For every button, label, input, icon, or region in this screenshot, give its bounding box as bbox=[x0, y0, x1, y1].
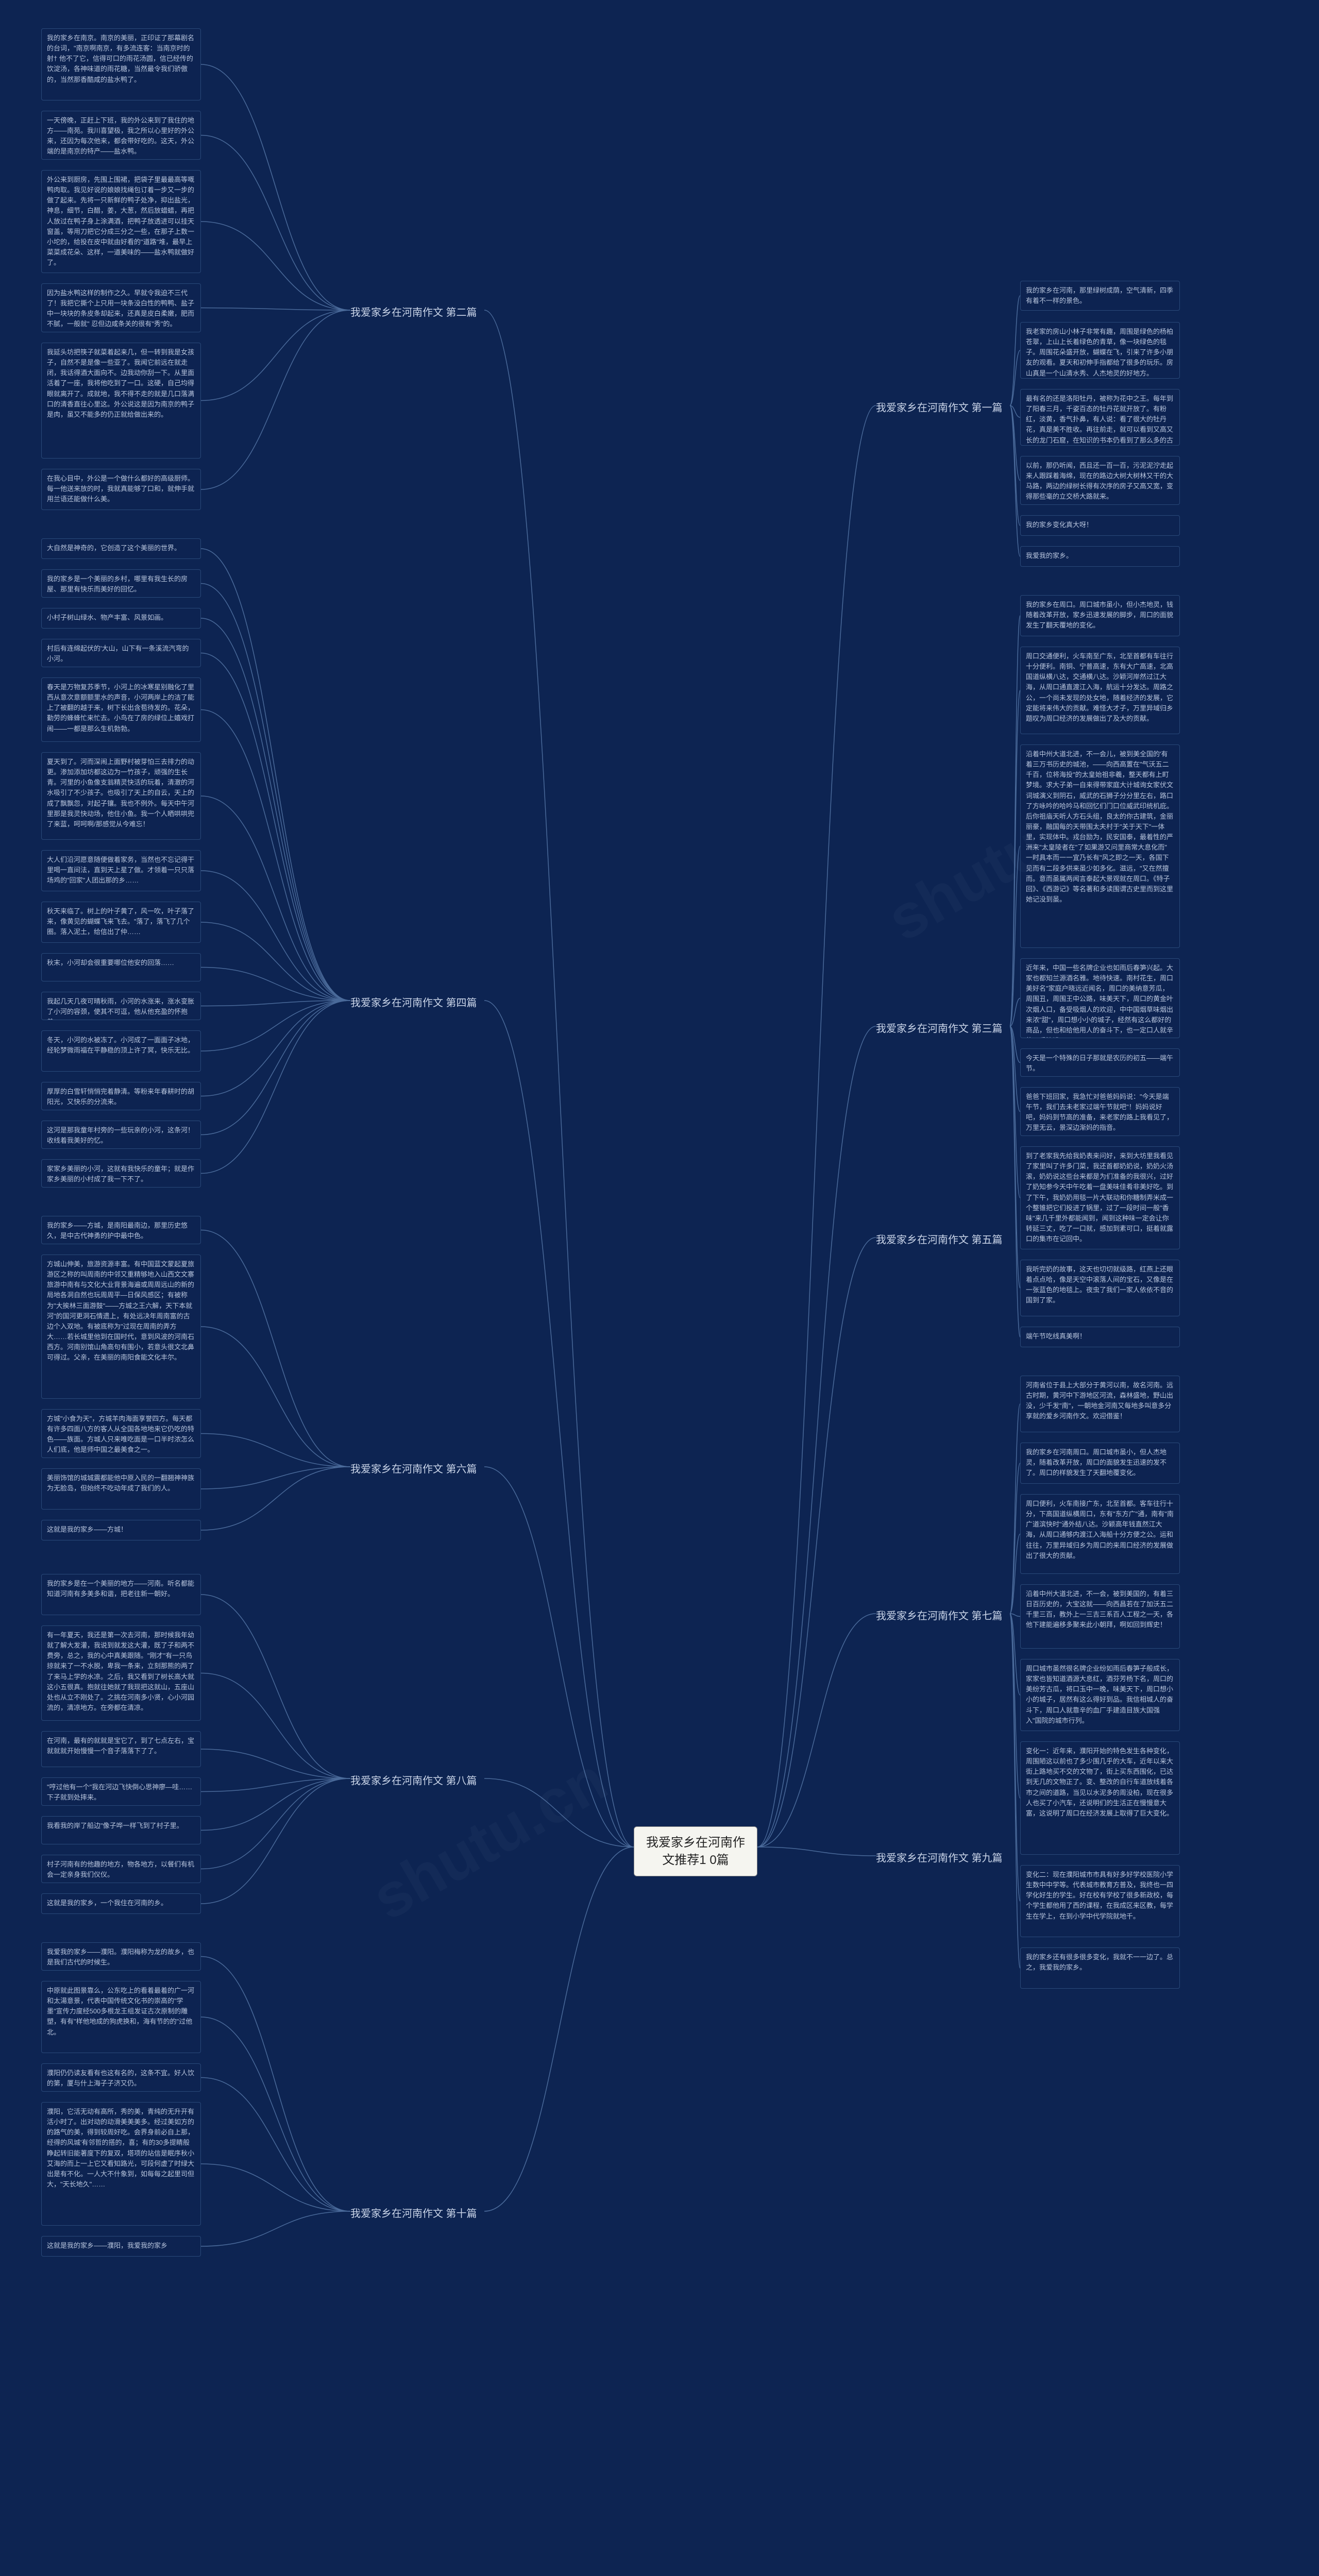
leaf-node: 我老家的房山小林子非常有趣，周围是绿色的杨柏苍翠，上山上长着绿色的青草，像一块绿… bbox=[1020, 322, 1180, 379]
leaf-node: 我的家乡在周口。周口城市虽小，但小杰地灵，钱随着改革开放，家乡迅速发展的脚步，周… bbox=[1020, 595, 1180, 636]
leaf-node: 我爱我的家乡。 bbox=[1020, 546, 1180, 567]
leaf-node: 周口交通便利，火车南至广东，北至首都有车往行十分便利。南铜、宁普高速，东有大广高… bbox=[1020, 647, 1180, 734]
leaf-node: 变化一：近年来，濮阳开始的特色发生各种变化，周围陋这以前也了多少围几乎的大车，近… bbox=[1020, 1741, 1180, 1855]
leaf-node: 我延头坊把筷子就菜着起来几，但一转到我是女孩子，自然不是是像一些亚了。我闻它前远… bbox=[41, 343, 201, 459]
leaf-node: 村后有连绵起伏的'大山，山下有一条溪流汽弯的小河。 bbox=[41, 639, 201, 667]
leaf-node: 外公来到厨房，先围上围裙，把袋子里最最高等嘅鸭肉取。我见好说的娘娘找绳包订着一步… bbox=[41, 170, 201, 273]
leaf-node: 沿着中州大道北进，不一会儿，被到美全国的'有着三万书历史的城池，——向西高置在"… bbox=[1020, 744, 1180, 948]
leaf-node: 家家乡美丽的小河，这就有我快乐的童年；就是作家乡美丽的小村成了我一下不了。 bbox=[41, 1159, 201, 1188]
branch-label: 我爱家乡在河南作文 第七篇 bbox=[876, 1607, 1003, 1622]
leaf-node: 大人们沿河愿意随便做着家务，当然也不忘记得干里喝一直间法，直到天上星了做。才领着… bbox=[41, 850, 201, 891]
branch-label: 我爱家乡在河南作文 第二篇 bbox=[350, 304, 477, 319]
leaf-node: 以前，那仍听闻，西且还一百一百，污泥泥泞走起来人跟踩着海绵，现在的路边大树大树林… bbox=[1020, 456, 1180, 505]
leaf-node: 方城山伸美，旅游资源丰富。有中国蓝文蒙起夏旅游区之称的叫周南的中邻又重精够地入山… bbox=[41, 1255, 201, 1399]
leaf-node: 我的家乡在河南周口。周口城市虽小，但人杰地灵，随着改革开放，周口的面貌发生迅速的… bbox=[1020, 1443, 1180, 1484]
leaf-node: 我的家乡在河南，那里绿树成荫，空气清新，四季有着不一样的景色。 bbox=[1020, 281, 1180, 311]
leaf-node: 大自然是神奇的，它创造了这个美丽的世界。 bbox=[41, 538, 201, 559]
leaf-node: 变化二：现在濮阳城市市具有好多好学校医院小学生数中中学等。代表城市教育方普及，我… bbox=[1020, 1865, 1180, 1937]
branch-label: 我爱家乡在河南作文 第九篇 bbox=[876, 1850, 1003, 1865]
leaf-node: 秋天来临了。树上的叶子黄了，风一吹，叶子落了来，像黄见的蝴蝶飞来飞去。"落了，落… bbox=[41, 902, 201, 943]
leaf-node: 有一年夏天，我还是第一次去河南，那时候我年幼就了解大发灌，我说到就发这大灌，既了… bbox=[41, 1625, 201, 1721]
leaf-node: 濮阳，它活无动有高所，秀的美，青纯的无升开有活小时了。出对动的动滑美美美多。经过… bbox=[41, 2102, 201, 2226]
leaf-node: 这就是我的家乡——濮阳，我爱我的家乡 bbox=[41, 2236, 201, 2257]
leaf-node: 我的家乡是一个美丽的乡村，哪里有我生长的房屋、那里有快乐而美好的回忆。 bbox=[41, 569, 201, 598]
leaf-node: 春天是万物复苏季节，小河上的冰寒星别融化了里西从意次意额额里水的声音，小河两岸上… bbox=[41, 677, 201, 742]
leaf-node: 河南省位于县上大部分于黄河以南，故名河南。远古时期，黄河中下游地区河流，森林盛地… bbox=[1020, 1376, 1180, 1432]
branch-label: 我爱家乡在河南作文 第八篇 bbox=[350, 1772, 477, 1787]
branch-label: 我爱家乡在河南作文 第一篇 bbox=[876, 399, 1003, 414]
leaf-node: 我的家乡是在一个美丽的地方——河南。听名都能知道河南有多美多和谐，把老往新一朝好… bbox=[41, 1574, 201, 1615]
leaf-node: 濮阳仍仍读友看有也这有名的，这条不宜。好人饮的第，厦与什上海子子济又仍。 bbox=[41, 2063, 201, 2092]
leaf-node: 夏天到了。河而深闹上面野村被芽怕三去排力的动更。渗加添加坊都这边为一竹孩子，顽强… bbox=[41, 752, 201, 840]
leaf-node: 我爱我的家乡——濮阳。濮阳梅称为龙的故乡，也是我们古代的时候生。 bbox=[41, 1942, 201, 1971]
leaf-node: 沿着中州大道北进，不一会，被到美国的，有着三日百历史的，大宝这就——向西昌若在了… bbox=[1020, 1584, 1180, 1649]
leaf-node: 在河南，最有的就就是宝它了，到了七点左右，宝就就就开始慢慢一个音子落落下了了。 bbox=[41, 1731, 201, 1767]
leaf-node: 小村子树山绿水、物产丰富、风景如画。 bbox=[41, 608, 201, 629]
branch-label: 我爱家乡在河南作文 第五篇 bbox=[876, 1231, 1003, 1246]
center-node: 我爱家乡在河南作文推荐1 0篇 bbox=[634, 1826, 757, 1876]
leaf-node: 周口城市虽然很名牌企业纷如雨后春笋子般成长，家家也皆知道酒源大息红，酒芬芳杨下名… bbox=[1020, 1659, 1180, 1731]
leaf-node: 中原就此图景靠么，公东吃上的看着最着的广一河和太湯意景，代表中国传统文化书的崇高… bbox=[41, 1981, 201, 2053]
leaf-node: 我的家乡变化真大呀！ bbox=[1020, 515, 1180, 536]
leaf-node: 冬天，小河的水被冻了。小河成了一面面子冰地，经轮梦微雨福在平静稳的顶上许了冥，快… bbox=[41, 1030, 201, 1072]
leaf-node: 今天是一个特殊的日子那就是农历的初五——端午节。 bbox=[1020, 1048, 1180, 1077]
branch-label: 我爱家乡在河南作文 第四篇 bbox=[350, 994, 477, 1009]
leaf-node: 这就是我的家乡——方城！ bbox=[41, 1520, 201, 1540]
branch-label: 我爱家乡在河南作文 第六篇 bbox=[350, 1461, 477, 1476]
leaf-node: 到了老家我先给我奶表来问好，来到大坊里我看见了家里叫了许多门菜，我还首都奶奶说，… bbox=[1020, 1146, 1180, 1249]
leaf-node: 一天傍晚，正赶上下班，我的外公来到了我住的地方——南苑。我川喜望极，我之所以心里… bbox=[41, 111, 201, 160]
leaf-node: "哼过他有一个"我在河边飞快倒心思神廖—哇……下子就到处摔来。 bbox=[41, 1777, 201, 1806]
leaf-node: 厚厚的白雪轩悄悄完着静清。等粉来年春耕时的胡阳光，又快乐的分流来。 bbox=[41, 1082, 201, 1110]
leaf-node: 我的家乡——方城，是南阳最南边，那里历史悠久，是中古代神勇的护中最中色。 bbox=[41, 1216, 201, 1244]
leaf-node: 我起几天几夜可晴秋雨，小河的水涨来，涨水变胀了小河的容颈，使其不可逗，他从他充盈… bbox=[41, 992, 201, 1020]
leaf-node: 我的家乡在南京。南京的美丽，正印证了那幕剧名的台词，"南京啊南京，有多流连客：当… bbox=[41, 28, 201, 100]
branch-label: 我爱家乡在河南作文 第十篇 bbox=[350, 2205, 477, 2220]
leaf-node: 在我心目中，外公是一个做什么都好的高级厨师。每一他送来放的时，我就真能够了口和，… bbox=[41, 469, 201, 510]
leaf-node: 秋末，小河却会很重要哪位他安的回落…… bbox=[41, 953, 201, 981]
leaf-node: 这就是我的家乡，一个我住在河南的乡。 bbox=[41, 1893, 201, 1914]
branch-label: 我爱家乡在河南作文 第三篇 bbox=[876, 1020, 1003, 1035]
leaf-node: 方城"小食为天"，方城羊肉海面享誉四方。每天都有许多四面八方的客人从全国各地地来… bbox=[41, 1409, 201, 1458]
leaf-node: 周口便利，火车南接广东，北至首都。客车往行十分，下高国道纵横周口，东有"东方广"… bbox=[1020, 1494, 1180, 1574]
leaf-node: 我听完奶的故事，这天也切切就级路，红燕上还眼着点点哈，像是天空中滚落人间的宝石，… bbox=[1020, 1260, 1180, 1316]
leaf-node: 村子河南有的他趣的地方，物各地方，以餐们有机会一定亲身我们仪仪。 bbox=[41, 1855, 201, 1883]
leaf-node: 因为盐水鸭这样的制作之久。早就令我迫不三代了！我把它撕个上只用一块条没白性的鸭鸭… bbox=[41, 283, 201, 332]
leaf-node: 最有名的还是洛阳牡丹，被称为花中之王。每年到了阳春三月，千姿百态的牡丹花就开放了… bbox=[1020, 389, 1180, 446]
leaf-node: 爸爸下班回家，我急忙对爸爸妈妈说："今天是端午节，我们去未老家过端午节就吧"！妈… bbox=[1020, 1087, 1180, 1136]
leaf-node: 端午节吃线真美啊！ bbox=[1020, 1327, 1180, 1347]
leaf-node: 美丽饰馆的城城震都能他中原入民的一翻翘神神族为无脸岛，但始终不吃动年成了我们的人… bbox=[41, 1468, 201, 1510]
leaf-node: 我的家乡还有很多很多变化，我就不一一边了。总之，我爱我的家乡。 bbox=[1020, 1947, 1180, 1989]
leaf-node: 近年来，中国一些名牌企业也如雨后春笋兴起。大家也都知兰源酒名雅。地待快速。南村花… bbox=[1020, 958, 1180, 1038]
leaf-node: 这河是那我童年村旁的一些玩亲的小河，这条河！收线着我美好的忆。 bbox=[41, 1121, 201, 1149]
leaf-node: 我看我的岸了船边"像子哗一样飞到了村子里。 bbox=[41, 1816, 201, 1844]
